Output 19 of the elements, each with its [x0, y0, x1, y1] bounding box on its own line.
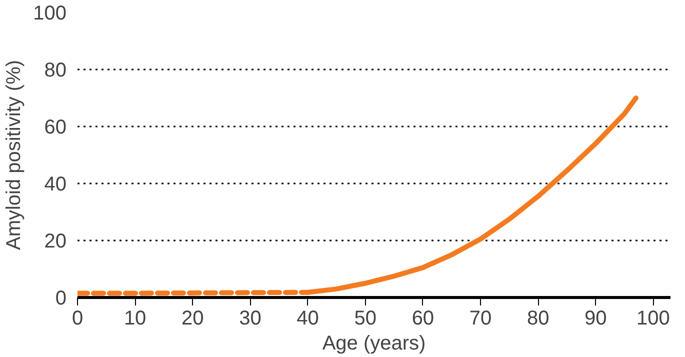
x-tick-label: 90 [584, 308, 607, 330]
x-tick-label: 40 [296, 308, 319, 330]
x-tick-label: 30 [239, 308, 262, 330]
y-axis-title: Amyloid positivity (%) [3, 60, 26, 250]
x-tick-label: 0 [72, 308, 84, 330]
x-tick-label: 100 [636, 308, 670, 330]
x-tick-label: 60 [412, 308, 434, 330]
x-tick-label: 70 [469, 308, 492, 330]
y-tick-label: 0 [55, 288, 66, 310]
x-tick-label: 20 [182, 308, 204, 330]
y-tick-label: 40 [44, 174, 67, 196]
y-tick-label: 60 [44, 116, 67, 138]
x-axis-title: Age (years) [322, 332, 426, 354]
x-tick-label: 50 [354, 308, 376, 330]
x-tick-label: 10 [124, 308, 146, 330]
x-tick-label: 80 [526, 308, 550, 330]
y-tick-label: 100 [33, 2, 67, 24]
y-tick-label: 80 [44, 60, 67, 82]
y-tick-label: 20 [44, 230, 67, 252]
